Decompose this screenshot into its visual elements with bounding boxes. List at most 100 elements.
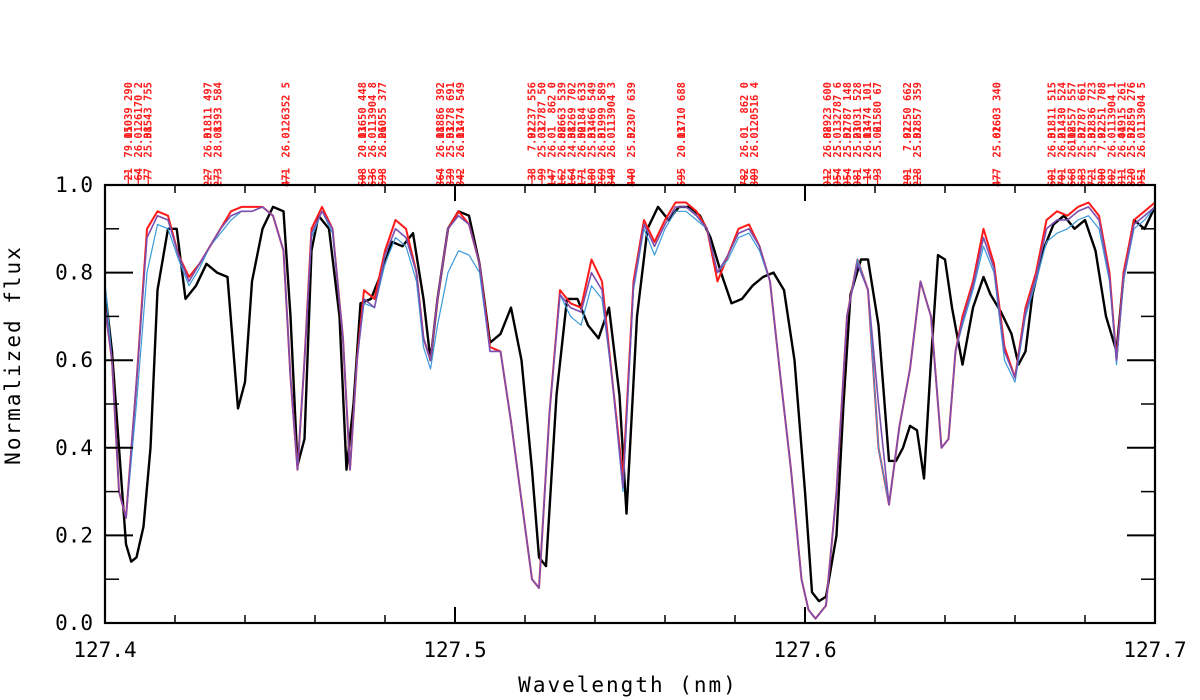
line-id-text: 26.01	[546, 126, 558, 158]
line-id-text: 26.01	[862, 126, 874, 158]
line-id-text: 26.01	[1046, 126, 1058, 158]
line-id-text: 32787 6	[832, 82, 844, 126]
series-line-3	[105, 206, 1155, 620]
y-tick-label: 0.0	[55, 611, 93, 635]
line-id-text: 201	[902, 168, 914, 187]
line-id-text: 26.01	[377, 126, 389, 158]
x-tick-label: 127.7	[1123, 638, 1186, 662]
line-id-text: 954	[832, 168, 844, 187]
line-id-text: 13904 1	[1106, 82, 1118, 126]
line-id-text: 26.01	[133, 126, 145, 158]
line-id-text: 26.01	[739, 126, 751, 158]
line-id-text: 64	[133, 168, 145, 181]
line-id-text: 608	[357, 168, 369, 187]
line-id-text: 26.01	[435, 126, 447, 158]
line-id-text: 269	[596, 168, 608, 187]
line-id-text: 954	[842, 168, 854, 187]
line-id-text: 25.02	[626, 126, 638, 158]
line-id-text: 32836 723	[1086, 82, 1098, 139]
line-id-text: 26352 5	[281, 82, 293, 126]
line-id-text: 25.01	[852, 126, 864, 158]
line-id-text: 842	[455, 168, 467, 187]
line-id-text: 25.01	[143, 126, 155, 158]
line-id-text: 912	[822, 168, 834, 187]
line-id-text: 180	[586, 168, 598, 187]
line-id-text: 8393 584	[213, 82, 225, 133]
line-id-text: 477	[992, 168, 1004, 187]
line-id-text: 21430 524	[1056, 82, 1068, 139]
line-id-text: 32307 639	[626, 82, 638, 139]
line-id-text: 951	[1136, 168, 1148, 187]
line-id-text: 20.01	[676, 126, 688, 158]
line-id-text: 92250 662	[902, 82, 914, 139]
line-id-text: 162	[556, 168, 568, 187]
line-id-text: 26.01	[1136, 126, 1148, 158]
x-tick-label: 127.5	[423, 638, 486, 662]
line-id-text: 118557 557	[1066, 82, 1078, 145]
line-id-text: 77	[143, 168, 155, 181]
line-id-text: 99	[536, 168, 548, 181]
line-id-text: 864	[435, 168, 447, 187]
line-id-text: 25.01	[842, 126, 854, 158]
line-id-text: 20516 4	[749, 82, 761, 126]
line-id-text: 26.01	[1056, 126, 1068, 158]
line-id-text: 668	[1066, 168, 1078, 187]
line-id-text: 15039 290	[123, 82, 135, 139]
spectrum-series	[105, 201, 1155, 620]
series-line-1	[105, 205, 1155, 603]
x-tick-label: 127.4	[73, 638, 136, 662]
line-id-text: 20.01	[357, 126, 369, 158]
line-id-text: 26.01	[1116, 126, 1128, 158]
line-id-text: 38269 702	[566, 82, 578, 139]
line-id-text: 92251 708	[1096, 82, 1108, 139]
line-id-text: 13710 688	[676, 82, 688, 139]
line-id-text: 32787 661	[1076, 82, 1088, 139]
line-id-text: 32857 359	[912, 82, 924, 139]
y-tick-label: 0.6	[55, 348, 93, 372]
line-id-text: 32787 148	[842, 82, 854, 139]
line-id-text: 471	[281, 168, 293, 187]
line-id-text: 802	[1106, 168, 1118, 187]
series-line-2	[105, 201, 1155, 620]
line-id-text: 14	[862, 168, 874, 181]
y-tick-label: 1.0	[55, 173, 93, 197]
line-id-text: 32859 276	[1126, 82, 1138, 139]
line-id-text: 38	[527, 168, 539, 181]
line-id-text: 636	[367, 168, 379, 187]
line-id-text: 25.01	[832, 126, 844, 158]
line-id-text: 38543 755	[143, 82, 155, 139]
line-id-text: 26170 2	[133, 82, 145, 126]
line-id-text: 23031 528	[852, 82, 864, 139]
line-id-text: 25.01	[586, 126, 598, 158]
line-id-text: 595	[676, 168, 688, 187]
line-id-text: 25.01	[1076, 126, 1088, 158]
line-id-text: 26055 377	[377, 82, 389, 139]
line-id-text: 88663 539	[556, 82, 568, 139]
line-id-text: 32787 50	[536, 82, 548, 133]
